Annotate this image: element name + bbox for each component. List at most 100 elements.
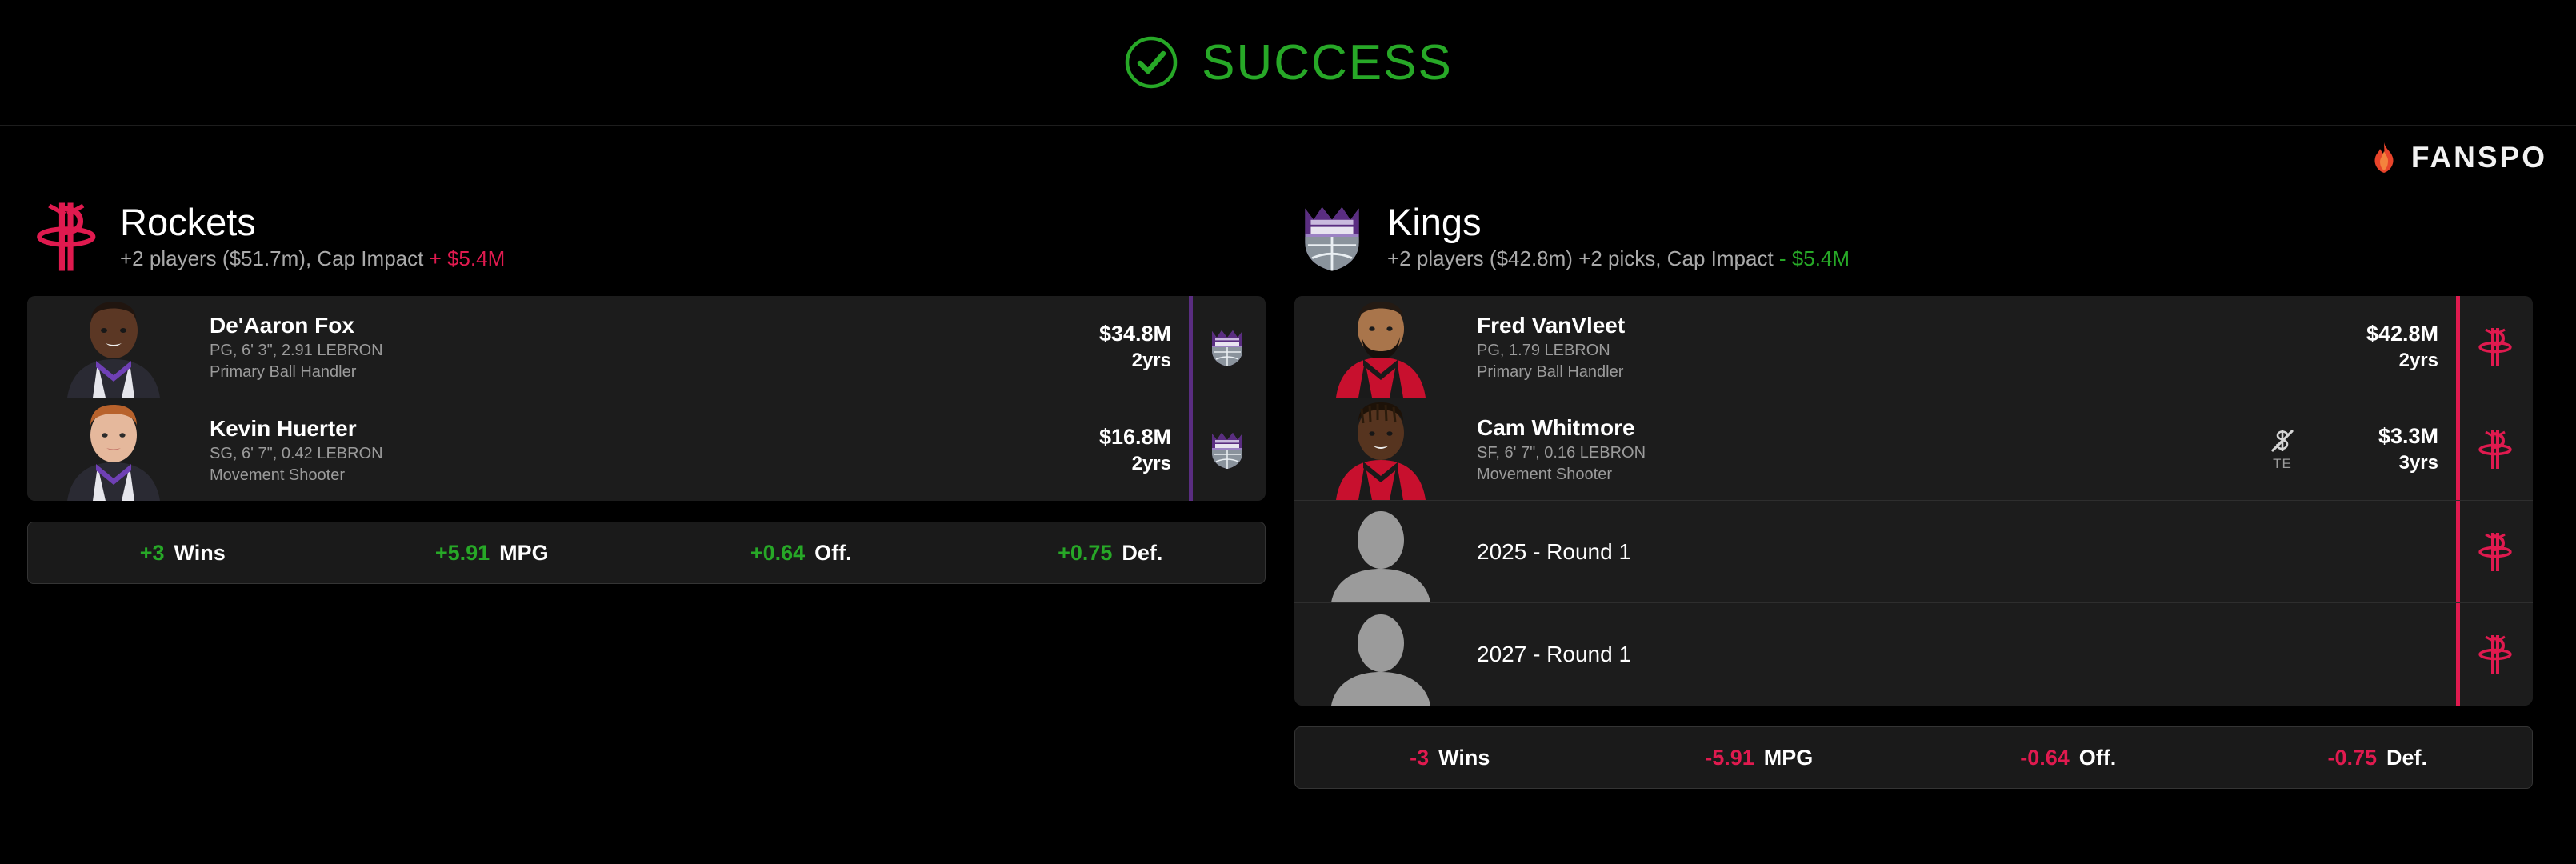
destination-team: [2456, 296, 2533, 398]
player-headshot: [1294, 296, 1467, 398]
destination-accent-bar: [2456, 296, 2460, 398]
total-label: Wins: [174, 540, 226, 565]
total-label: Off.: [814, 540, 852, 565]
headshot-image: [1294, 398, 1467, 500]
asset-list-kings: Fred VanVleet PG, 1.79 LEBRON Primary Ball…: [1294, 296, 2533, 706]
destination-team: [1189, 398, 1266, 501]
cap-impact-value: + $5.4M: [429, 246, 506, 271]
player-attributes: PG, 6' 3", 2.91 LEBRON: [210, 342, 383, 359]
asset-info: Cam Whitmore SF, 6' 7", 0.16 LEBRON Moveme…: [1467, 398, 2269, 500]
player-role: Primary Ball Handler: [1477, 363, 1624, 381]
player-attributes: SG, 6' 7", 0.42 LEBRON: [210, 444, 383, 462]
success-label: SUCCESS: [1202, 34, 1453, 90]
player-role: Movement Shooter: [210, 466, 345, 484]
total-value: -0.75: [2327, 745, 2378, 770]
asset-flags: [2296, 603, 2304, 706]
kings-logo: [1210, 326, 1245, 368]
asset-info: Kevin Huerter SG, 6' 7", 0.42 LEBRON Movem…: [200, 398, 1029, 501]
player-name: Fred VanVleet: [1477, 313, 1626, 338]
trade-exception-flag[interactable]: TE: [2269, 427, 2296, 472]
player-name: Cam Whitmore: [1477, 415, 1635, 440]
pick-label: 2027 - Round 1: [1477, 642, 1632, 666]
destination-team: [1189, 296, 1266, 398]
silhouette-icon: [1294, 603, 1467, 706]
total-label: MPG: [499, 540, 549, 565]
team-column-rockets: Rockets +2 players ($51.7m), Cap Impact +…: [27, 189, 1266, 584]
pick-label: 2025 - Round 1: [1477, 538, 1632, 564]
draft-pick-row[interactable]: 2027 - Round 1: [1294, 603, 2533, 706]
asset-flags: TE: [2269, 398, 2304, 500]
totals-bar-kings: -3 Wins -5.91 MPG -0.64 Off. -0.75 Def.: [1294, 726, 2533, 789]
kings-logo: [1210, 429, 1245, 470]
asset-info: De'Aaron Fox PG, 6' 3", 2.91 LEBRON Primar…: [200, 296, 1029, 398]
total-wins: +3 Wins: [28, 541, 338, 566]
player-row[interactable]: Cam Whitmore SF, 6' 7", 0.16 LEBRON Moveme…: [1294, 398, 2533, 501]
player-role: Primary Ball Handler: [210, 363, 357, 381]
contract-years: 3yrs: [2398, 452, 2438, 474]
total-label: Def.: [2386, 745, 2428, 770]
total-def: -0.75 Def.: [2223, 746, 2533, 770]
asset-flags: [2296, 296, 2304, 398]
rockets-logo: [2477, 634, 2512, 675]
asset-flags: [1029, 296, 1037, 398]
player-name: Kevin Huerter: [210, 415, 357, 441]
rockets-logo: [2477, 531, 2512, 573]
player-row[interactable]: Fred VanVleet PG, 1.79 LEBRON Primary Ball…: [1294, 296, 2533, 398]
player-row[interactable]: De'Aaron Fox PG, 6' 3", 2.91 LEBRON Primar…: [27, 296, 1266, 398]
rockets-logo: [2477, 429, 2512, 470]
team-name: Kings: [1387, 200, 1482, 243]
headshot-image: [27, 296, 200, 398]
player-headshot: [1294, 398, 1467, 500]
destination-accent-bar: [2456, 603, 2460, 706]
silhouette-icon: [1294, 501, 1467, 602]
destination-accent-bar: [2456, 501, 2460, 602]
asset-flags: [2296, 501, 2304, 602]
check-circle-icon: [1125, 36, 1178, 89]
team-column-kings: Kings +2 players ($42.8m) +2 picks, Cap I…: [1294, 189, 2533, 789]
trade-board: Rockets +2 players ($51.7m), Cap Impact +…: [0, 189, 2576, 789]
salary-amount: $34.8M: [1098, 322, 1171, 346]
player-role: Movement Shooter: [1477, 466, 1612, 483]
player-name: De'Aaron Fox: [210, 313, 354, 338]
contract-years: 2yrs: [1131, 452, 1171, 474]
headshot-image: [1294, 296, 1467, 398]
cap-impact-value: - $5.4M: [1778, 246, 1850, 271]
total-label: Off.: [2078, 745, 2117, 770]
brand-row: FANSPO: [0, 126, 2576, 189]
destination-team: [2456, 398, 2533, 500]
team-header-rockets: Rockets +2 players ($51.7m), Cap Impact +…: [27, 189, 1266, 285]
destination-accent-bar: [1189, 398, 1193, 501]
asset-info: Fred VanVleet PG, 1.79 LEBRON Primary Ball…: [1467, 296, 2296, 398]
team-meta: Rockets +2 players ($51.7m), Cap Impact +…: [120, 202, 505, 271]
total-value: +3: [139, 540, 165, 565]
asset-salary: $42.8M 2yrs: [2304, 296, 2456, 398]
total-value: +0.64: [750, 540, 806, 565]
rockets-logo: [2477, 326, 2512, 368]
total-label: Wins: [1438, 745, 1490, 770]
team-summary-text: +2 players ($42.8m) +2 picks, Cap Impact: [1387, 246, 1779, 271]
destination-accent-bar: [2456, 398, 2460, 500]
asset-list-rockets: De'Aaron Fox PG, 6' 3", 2.91 LEBRON Primar…: [27, 296, 1266, 501]
asset-flags: [1029, 398, 1037, 501]
team-meta: Kings +2 players ($42.8m) +2 picks, Cap I…: [1387, 202, 1850, 271]
total-wins: -3 Wins: [1295, 746, 1605, 770]
contract-years: 2yrs: [1131, 350, 1171, 371]
player-row[interactable]: Kevin Huerter SG, 6' 7", 0.42 LEBRON Movem…: [27, 398, 1266, 501]
player-headshot: [27, 296, 200, 398]
no-trade-exception-icon: [2269, 427, 2296, 454]
total-label: MPG: [1763, 745, 1814, 770]
kings-logo: [1301, 200, 1363, 274]
asset-salary: [2304, 603, 2456, 706]
total-mpg: -5.91 MPG: [1605, 746, 1914, 770]
team-name: Rockets: [120, 200, 256, 243]
team-summary-text: +2 players ($51.7m), Cap Impact: [120, 246, 430, 271]
fanspo-brand[interactable]: FANSPO: [2370, 141, 2547, 174]
total-value: -0.64: [2020, 745, 2070, 770]
team-header-kings: Kings +2 players ($42.8m) +2 picks, Cap I…: [1294, 189, 2533, 285]
player-attributes: SF, 6' 7", 0.16 LEBRON: [1477, 444, 1646, 462]
asset-salary: [2304, 501, 2456, 602]
total-label: Def.: [1122, 540, 1163, 565]
pick-silhouette: [1294, 603, 1467, 706]
draft-pick-row[interactable]: 2025 - Round 1: [1294, 501, 2533, 603]
asset-salary: $34.8M 2yrs: [1037, 296, 1189, 398]
